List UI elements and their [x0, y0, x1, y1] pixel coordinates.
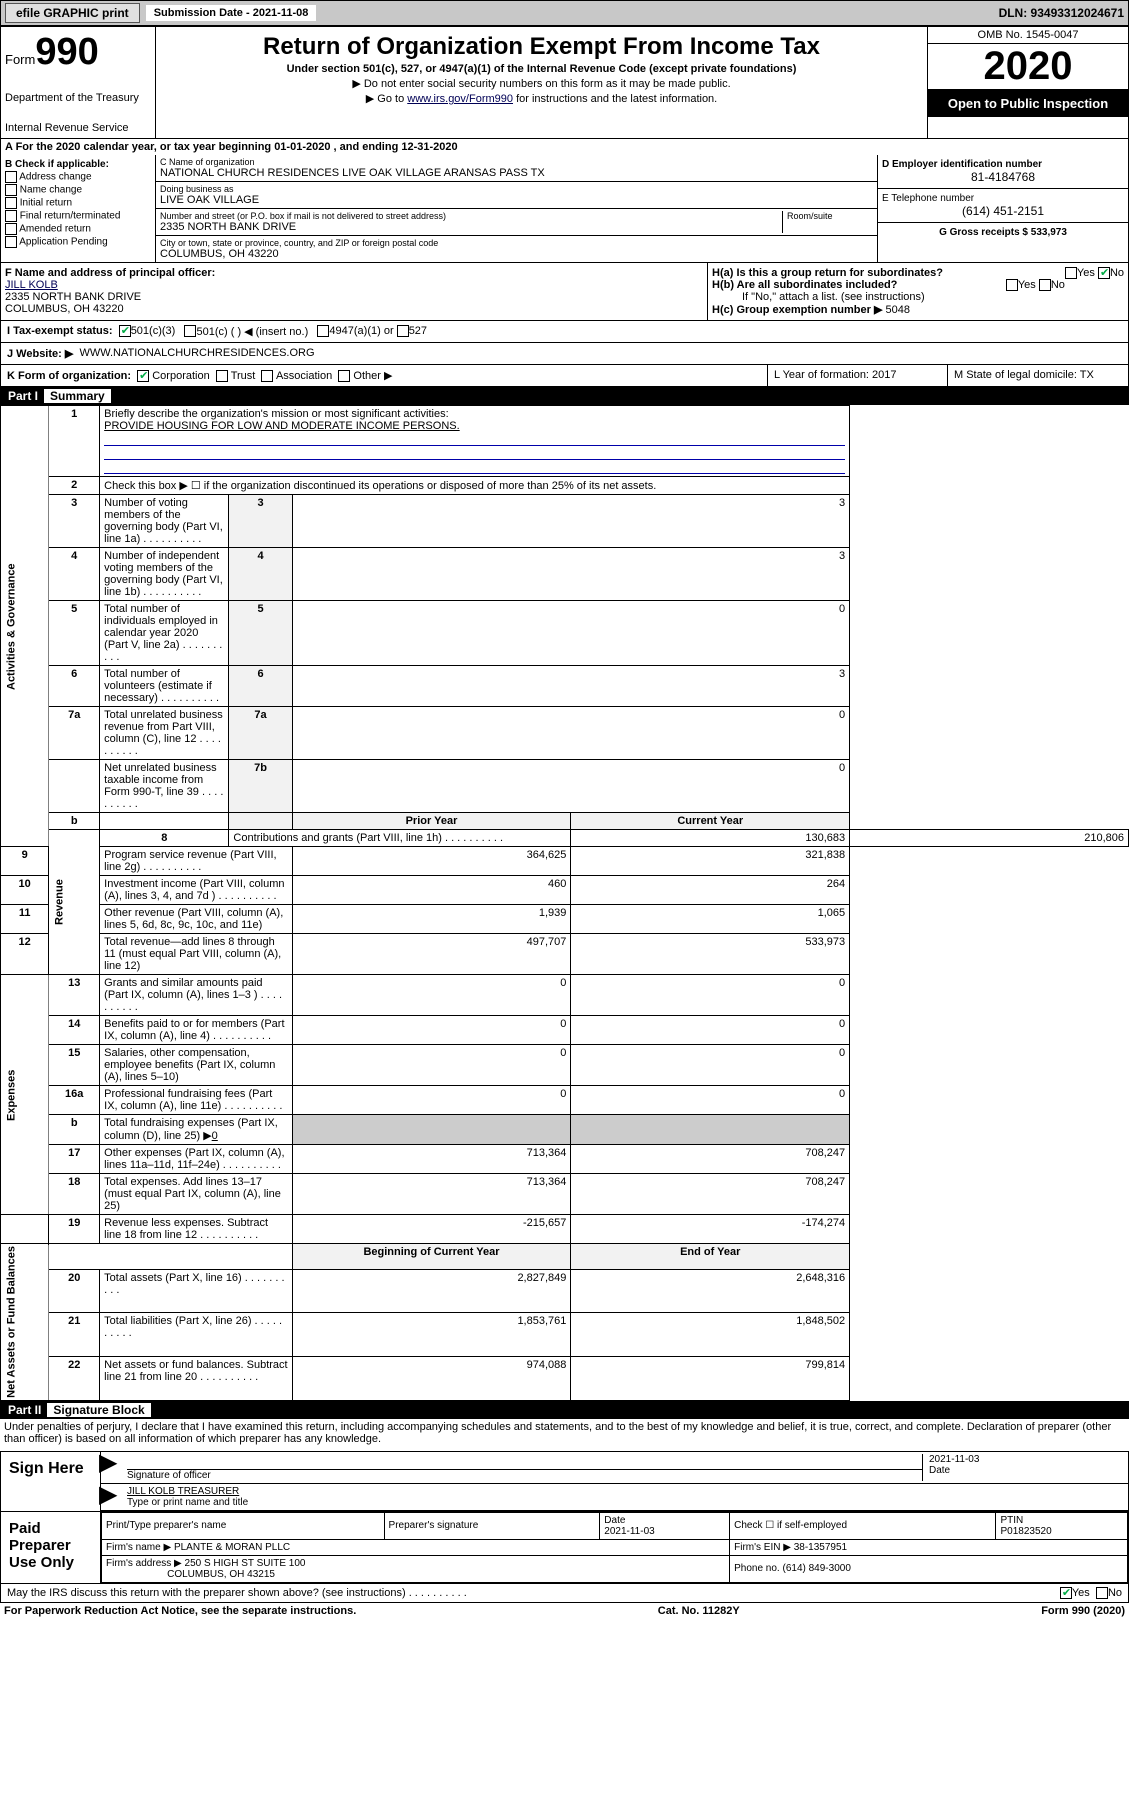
- tax-status-row: I Tax-exempt status: 501(c)(3) 501(c) ( …: [0, 321, 1129, 343]
- chk-501c3[interactable]: [119, 325, 131, 337]
- ha-no[interactable]: [1098, 267, 1110, 279]
- firm-phone: (614) 849-3000: [783, 1563, 851, 1574]
- open-inspection: Open to Public Inspection: [928, 90, 1128, 117]
- discuss-no[interactable]: [1096, 1587, 1108, 1599]
- state-domicile: M State of legal domicile: TX: [948, 365, 1128, 386]
- summary-table: Activities & Governance 1 Briefly descri…: [0, 405, 1129, 1401]
- vert-revenue: Revenue: [49, 830, 100, 975]
- dept-treasury: Department of the Treasury: [5, 92, 151, 104]
- form-number: 990: [35, 31, 98, 73]
- officer-name[interactable]: JILL KOLB: [5, 279, 58, 291]
- hb-no[interactable]: [1039, 279, 1051, 291]
- chk-corp[interactable]: [137, 370, 149, 382]
- chk-4947[interactable]: [317, 325, 329, 337]
- street-addr: 2335 NORTH BANK DRIVE: [160, 221, 778, 233]
- chk-501c[interactable]: [184, 325, 196, 337]
- chk-527[interactable]: [397, 325, 409, 337]
- chk-trust[interactable]: [216, 370, 228, 382]
- form-subtitle: Under section 501(c), 527, or 4947(a)(1)…: [164, 63, 919, 75]
- hb-yes[interactable]: [1006, 279, 1018, 291]
- arrow-icon: ▶: [99, 1480, 117, 1509]
- kform-row: K Form of organization: Corporation Trus…: [0, 365, 1129, 387]
- year-formation: L Year of formation: 2017: [768, 365, 948, 386]
- firm-name: PLANTE & MORAN PLLC: [174, 1542, 290, 1553]
- check-applicable: B Check if applicable: Address change Na…: [1, 155, 156, 262]
- chk-addr[interactable]: [5, 171, 17, 183]
- mission: PROVIDE HOUSING FOR LOW AND MODERATE INC…: [104, 420, 460, 432]
- arrow-icon: ▶: [99, 1448, 117, 1477]
- irs-label: Internal Revenue Service: [5, 122, 151, 134]
- sign-here: Sign Here: [1, 1452, 101, 1511]
- org-block: B Check if applicable: Address change Na…: [0, 155, 1129, 263]
- vert-expenses: Expenses: [1, 975, 49, 1215]
- chk-init[interactable]: [5, 197, 17, 209]
- part1-header: Part ISummary: [0, 387, 1129, 405]
- chk-other[interactable]: [338, 370, 350, 382]
- right-column: D Employer identification number 81-4184…: [878, 155, 1128, 262]
- chk-amend[interactable]: [5, 223, 17, 235]
- form-label: Form: [5, 52, 35, 67]
- note-goto: ▶ Go to www.irs.gov/Form990 for instruct…: [164, 92, 919, 105]
- chk-final[interactable]: [5, 210, 17, 222]
- sig-date: 2021-11-03: [929, 1454, 1122, 1465]
- discuss-yes[interactable]: [1060, 1587, 1072, 1599]
- chk-app[interactable]: [5, 236, 17, 248]
- typed-name: JILL KOLB TREASURER: [127, 1486, 239, 1497]
- org-name: NATIONAL CHURCH RESIDENCES LIVE OAK VILL…: [160, 167, 873, 179]
- tax-year-line: A For the 2020 calendar year, or tax yea…: [0, 139, 1129, 155]
- preparer-table: Print/Type preparer's name Preparer's si…: [101, 1512, 1128, 1583]
- part2-header: Part IISignature Block: [0, 1401, 1129, 1419]
- declaration: Under penalties of perjury, I declare th…: [0, 1419, 1129, 1447]
- efile-btn[interactable]: efile GRAPHIC print: [5, 3, 140, 23]
- ha-yes[interactable]: [1065, 267, 1077, 279]
- vert-netassets: Net Assets or Fund Balances: [1, 1244, 49, 1401]
- irs-link[interactable]: www.irs.gov/Form990: [407, 93, 513, 105]
- dba: LIVE OAK VILLAGE: [160, 194, 873, 206]
- telephone: (614) 451-2151: [882, 204, 1124, 218]
- chk-assoc[interactable]: [261, 370, 273, 382]
- website: WWW.NATIONALCHURCHRESIDENCES.ORG: [79, 347, 314, 360]
- chk-name[interactable]: [5, 184, 17, 196]
- firm-ein: 38-1357951: [794, 1542, 847, 1553]
- form-header: Form990 Department of the Treasury Inter…: [0, 26, 1129, 139]
- officer-block: F Name and address of principal officer:…: [0, 263, 1129, 321]
- name-column: C Name of organization NATIONAL CHURCH R…: [156, 155, 878, 262]
- ptin: P01823520: [1000, 1526, 1051, 1537]
- city-state: COLUMBUS, OH 43220: [160, 248, 873, 260]
- signature-area: Sign Here ▶ Signature of officer 2021-11…: [0, 1451, 1129, 1584]
- group-exemption: 5048: [885, 304, 909, 316]
- footer: For Paperwork Reduction Act Notice, see …: [0, 1603, 1129, 1619]
- dln: DLN: 93493312024671: [999, 6, 1124, 20]
- paid-preparer: Paid Preparer Use Only: [1, 1512, 101, 1583]
- omb-number: OMB No. 1545-0047: [928, 27, 1128, 44]
- ein: 81-4184768: [882, 170, 1124, 184]
- website-row: J Website: ▶ WWW.NATIONALCHURCHRESIDENCE…: [0, 343, 1129, 365]
- toolbar: efile GRAPHIC print Submission Date - 20…: [0, 0, 1129, 26]
- tax-year: 2020: [928, 44, 1128, 90]
- note-ssn: ▶ Do not enter social security numbers o…: [164, 77, 919, 90]
- discuss-row: May the IRS discuss this return with the…: [0, 1584, 1129, 1603]
- vert-governance: Activities & Governance: [1, 406, 49, 847]
- submission-date: Submission Date - 2021-11-08: [146, 5, 317, 21]
- form-title: Return of Organization Exempt From Incom…: [164, 33, 919, 61]
- gross-receipts: G Gross receipts $ 533,973: [878, 223, 1128, 242]
